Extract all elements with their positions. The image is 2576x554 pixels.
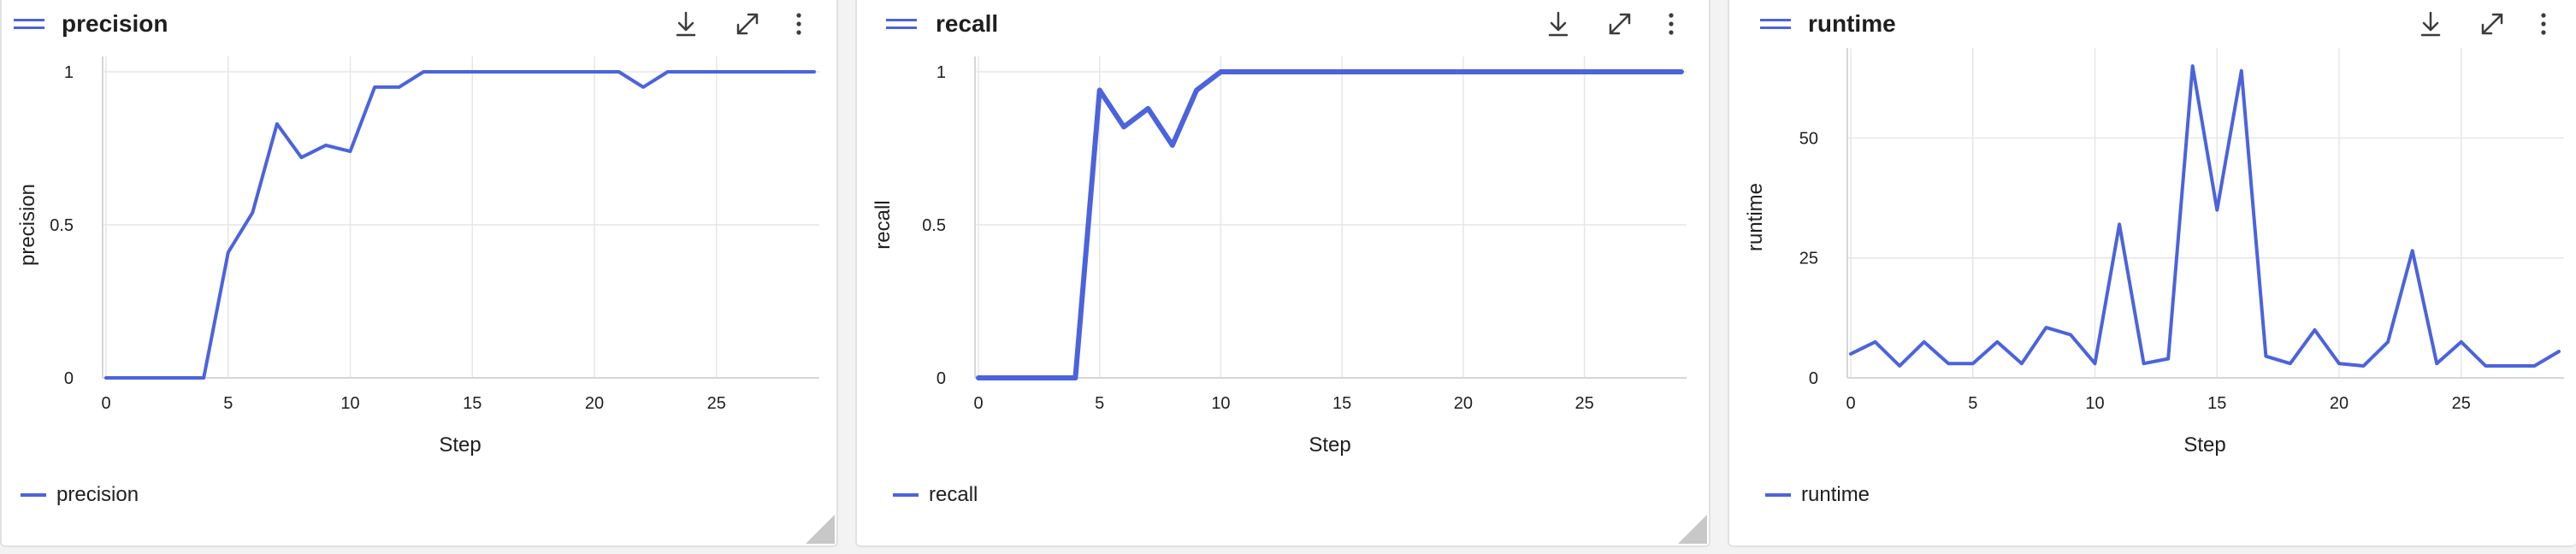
x-tick-label: 10 xyxy=(2085,394,2104,413)
x-tick-label: 15 xyxy=(2207,394,2226,413)
y-axis-title: recall xyxy=(871,200,895,249)
legend-swatch xyxy=(893,493,919,497)
y-axis-title: runtime xyxy=(1744,183,1767,251)
x-tick-label: 20 xyxy=(585,394,604,413)
line-chart-precision: 0 5 10 15 20 25 0 0.5 1 Step precision xyxy=(16,56,819,457)
x-tick-label: 5 xyxy=(1095,394,1104,413)
y-tick-label: 0 xyxy=(936,369,946,388)
x-axis-title: Step xyxy=(2183,433,2225,457)
x-axis-title: Step xyxy=(439,433,481,457)
legend-label: recall xyxy=(929,483,978,506)
y-tick-label: 25 xyxy=(1799,250,1818,268)
expand-icon[interactable] xyxy=(2477,9,2508,39)
chart-legend: runtime xyxy=(1765,480,1870,510)
y-tick-label: 0 xyxy=(64,369,74,388)
chart-panel-runtime: runtime 0 5 10 15 20 25 0 25 50 Step runtime runti… xyxy=(1728,0,2576,547)
panel-title: precision xyxy=(62,10,168,37)
drag-handle-icon[interactable] xyxy=(886,19,917,29)
more-options-icon[interactable] xyxy=(783,9,814,39)
series-line-runtime[interactable] xyxy=(1849,64,2561,368)
download-icon[interactable] xyxy=(1543,9,1574,39)
x-tick-label: 25 xyxy=(707,394,726,413)
x-tick-label: 20 xyxy=(1454,394,1473,413)
y-tick-label: 1 xyxy=(936,63,946,82)
legend-swatch xyxy=(21,493,46,497)
x-tick-label: 10 xyxy=(340,394,359,413)
x-tick-label: 0 xyxy=(1846,394,1855,413)
y-tick-label: 0.5 xyxy=(922,216,946,235)
x-tick-label: 5 xyxy=(1968,394,1977,413)
resize-handle-icon[interactable] xyxy=(1678,515,1707,544)
y-tick-label: 0 xyxy=(1809,369,1818,388)
legend-label: runtime xyxy=(1801,483,1870,506)
x-tick-label: 10 xyxy=(1211,394,1230,413)
line-chart-runtime: 0 5 10 15 20 25 0 25 50 Step runtime xyxy=(1744,48,2564,457)
panel-title: runtime xyxy=(1808,10,1896,37)
x-tick-label: 15 xyxy=(463,394,482,413)
y-tick-label: 0.5 xyxy=(50,216,74,235)
line-chart-recall: 0 5 10 15 20 25 0 0.5 1 Step recall xyxy=(871,56,1687,457)
legend-label: precision xyxy=(56,483,139,506)
download-icon[interactable] xyxy=(2415,9,2446,39)
y-axis-title: precision xyxy=(16,184,39,266)
panel-header: precision xyxy=(2,0,836,48)
chart-legend: precision xyxy=(21,480,139,510)
drag-handle-icon[interactable] xyxy=(1760,19,1791,29)
x-axis-title: Step xyxy=(1309,433,1350,457)
chart-panel-precision: precision 0 5 10 15 20 25 0 0.5 1 Step precision p… xyxy=(0,0,838,547)
x-tick-label: 5 xyxy=(223,394,233,413)
more-options-icon[interactable] xyxy=(1656,9,1687,39)
more-options-icon[interactable] xyxy=(2528,9,2559,39)
x-tick-label: 25 xyxy=(2452,394,2471,413)
expand-icon[interactable] xyxy=(732,9,763,39)
y-tick-label: 50 xyxy=(1799,129,1818,148)
chart-legend: recall xyxy=(893,480,978,510)
expand-icon[interactable] xyxy=(1604,9,1635,39)
legend-swatch xyxy=(1765,493,1791,497)
drag-handle-icon[interactable] xyxy=(14,19,44,29)
x-tick-label: 15 xyxy=(1332,394,1351,413)
x-tick-label: 20 xyxy=(2330,394,2349,413)
series-line-precision[interactable] xyxy=(104,70,816,380)
download-icon[interactable] xyxy=(671,9,701,39)
resize-handle-icon[interactable] xyxy=(806,515,835,544)
y-tick-label: 1 xyxy=(64,63,74,82)
x-tick-label: 0 xyxy=(973,394,983,413)
x-tick-label: 25 xyxy=(1575,394,1593,413)
panel-header: runtime xyxy=(1729,0,2576,48)
series-line-recall[interactable] xyxy=(976,69,1684,380)
panel-title: recall xyxy=(936,10,999,37)
panel-header: recall xyxy=(857,0,1709,48)
x-tick-label: 0 xyxy=(101,394,110,413)
chart-panel-recall: recall 0 5 10 15 20 25 0 0.5 1 Step recall recall xyxy=(855,0,1710,547)
